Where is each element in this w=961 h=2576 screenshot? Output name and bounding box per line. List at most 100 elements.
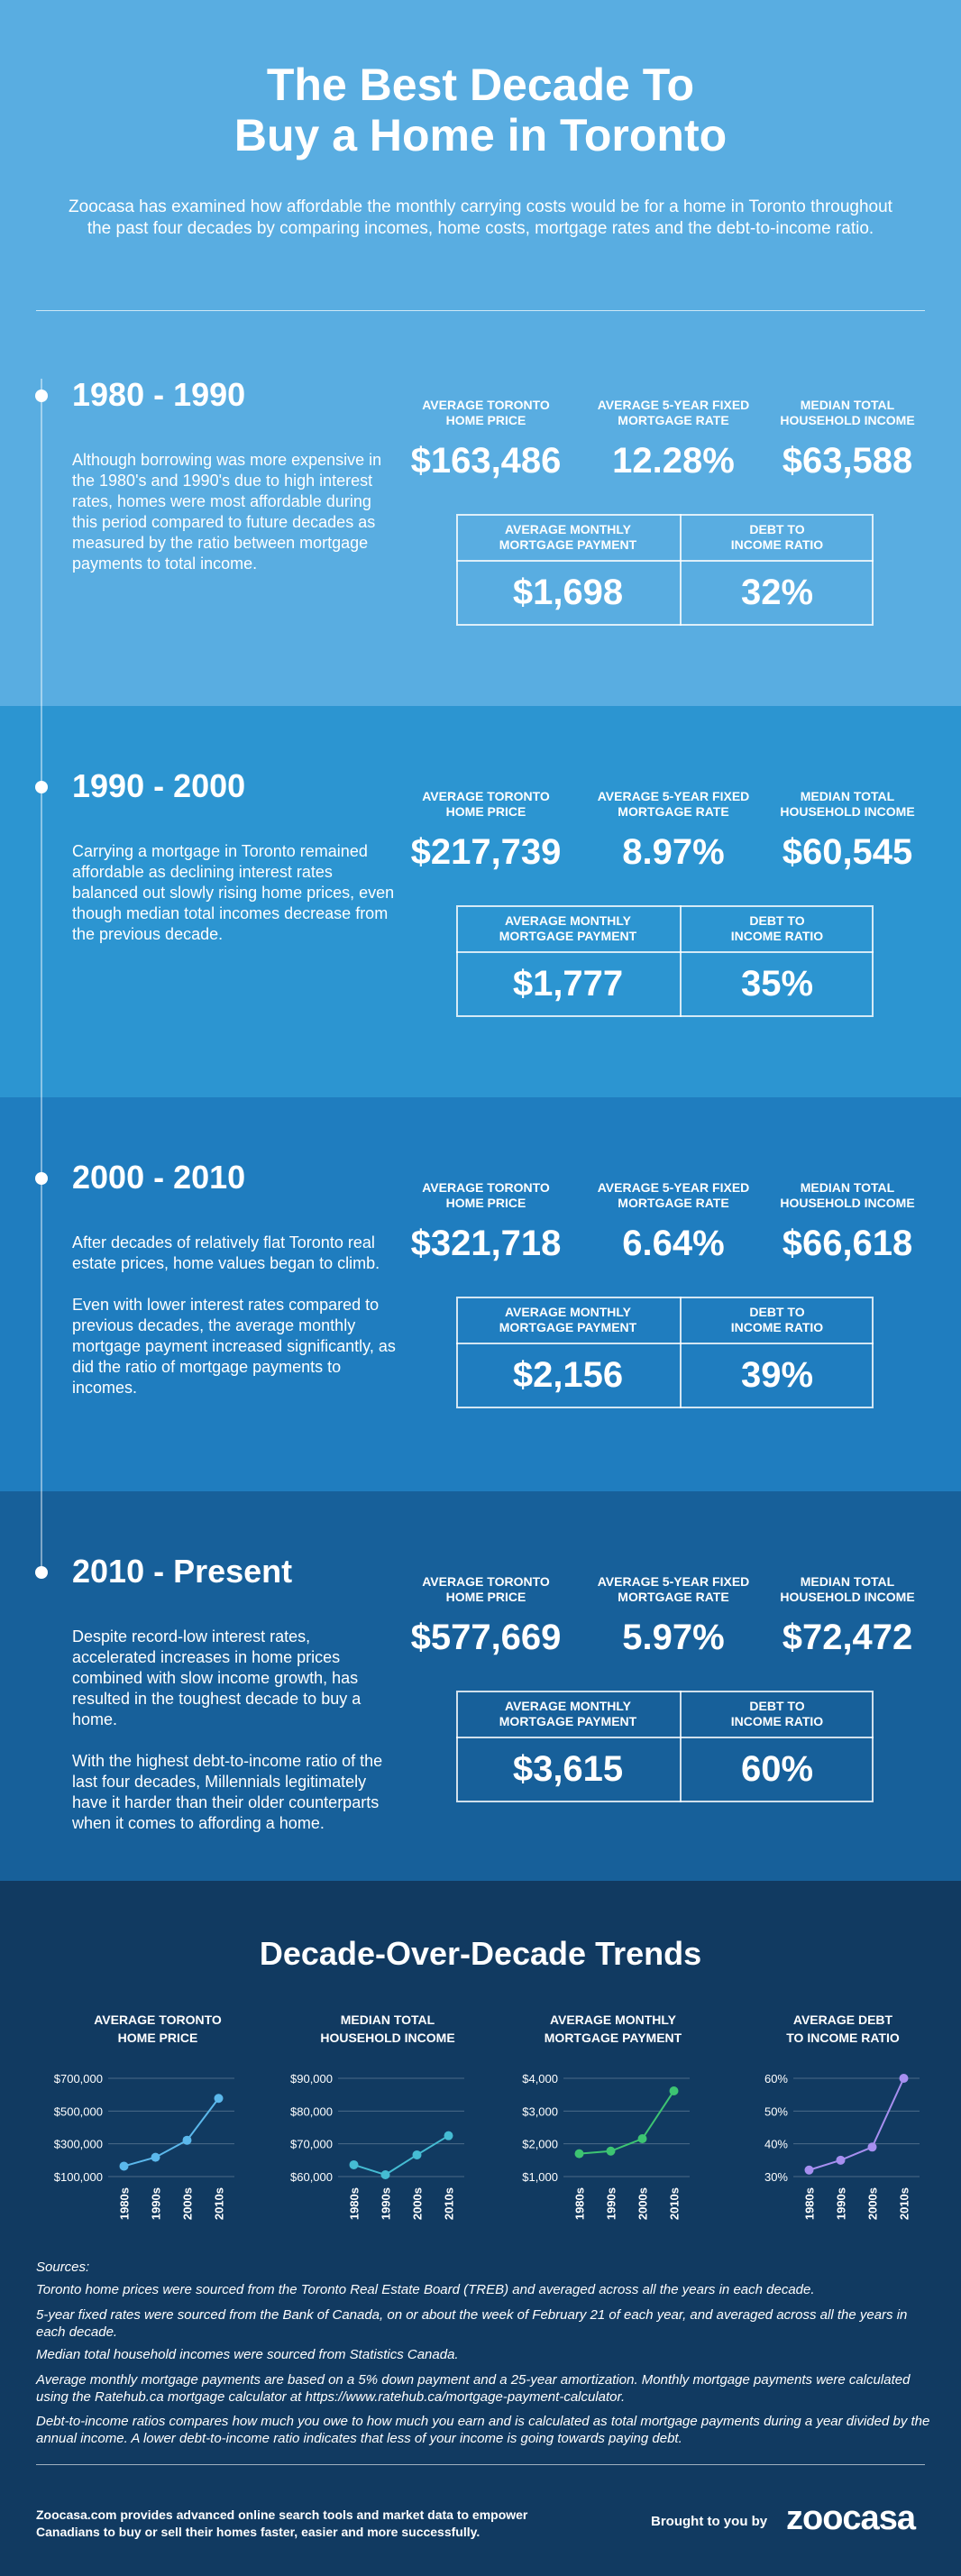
trend-point — [574, 2149, 584, 2159]
source-note: Debt-to-income ratios compares how much … — [36, 2414, 930, 2446]
trend-point — [349, 2159, 359, 2169]
stat-box — [456, 1691, 874, 1802]
stat-value: $321,718 — [410, 1224, 562, 1263]
trend-line — [353, 2134, 450, 2177]
divider — [36, 310, 925, 311]
box-divider — [680, 905, 682, 1017]
stat-label: MEDIAN TOTAL — [800, 398, 895, 412]
box-label: INCOME RATIO — [730, 929, 824, 943]
chart-title: AVERAGE DEBT — [793, 2012, 893, 2027]
trend-point — [867, 2142, 877, 2152]
trend-point — [412, 2150, 422, 2159]
box-value: $1,698 — [512, 573, 624, 612]
stat-value: 8.97% — [622, 832, 725, 872]
trend-point — [380, 2170, 390, 2180]
trend-point — [444, 2131, 453, 2141]
period-paragraph: Carrying a mortgage in Toronto remained … — [72, 842, 395, 943]
y-tick-label: $700,000 — [54, 2072, 103, 2086]
box-label: INCOME RATIO — [730, 537, 824, 552]
box-label: MORTGAGE PAYMENT — [499, 537, 637, 552]
box-label: MORTGAGE PAYMENT — [499, 1320, 637, 1334]
divider — [36, 2464, 925, 2465]
page-title: Buy a Home in Toronto — [233, 110, 728, 160]
section-background — [0, 0, 961, 706]
box-label: DEBT TO — [749, 913, 805, 928]
stat-label: AVERAGE 5-YEAR FIXED — [597, 1574, 750, 1589]
stat-label: HOME PRICE — [445, 804, 526, 819]
box-divider — [680, 1297, 682, 1408]
period-section: 2010 - Present Despite record-low interes… — [0, 1491, 961, 1883]
box-label: AVERAGE MONTHLY — [504, 1699, 631, 1713]
y-tick-label: $100,000 — [54, 2170, 103, 2184]
brand-logo: zoocasa — [786, 2499, 916, 2537]
y-tick-label: $90,000 — [290, 2072, 333, 2086]
timeline-dot — [35, 1172, 48, 1185]
x-tick-label: 2000s — [636, 2187, 650, 2220]
box-label: DEBT TO — [749, 522, 805, 536]
stat-label: MORTGAGE RATE — [618, 1590, 729, 1604]
trend-point — [151, 2152, 160, 2162]
trend-point — [606, 2146, 616, 2156]
period-section: 1980 - 1990 Although borrowing was more e… — [0, 315, 961, 706]
stat-box — [456, 514, 874, 626]
trend-chart: AVERAGE DEBT TO INCOME RATIO 30% 40% 50% 60% 1… — [764, 2012, 920, 2220]
period-heading: 1980 - 1990 — [72, 376, 246, 413]
trend-point — [182, 2135, 192, 2145]
box-value: $1,777 — [512, 964, 624, 1004]
y-tick-label: 60% — [764, 2072, 788, 2086]
x-tick-label: 2000s — [411, 2187, 425, 2220]
intro-text: Zoocasa has examined how affordable the … — [69, 197, 892, 238]
x-tick-label: 1990s — [380, 2187, 393, 2220]
stat-label: MORTGAGE RATE — [618, 804, 729, 819]
box-label: INCOME RATIO — [730, 1714, 824, 1728]
page-title: The Best Decade To — [266, 60, 695, 110]
x-tick-label: 1980s — [118, 2187, 132, 2220]
box-divider — [680, 514, 682, 626]
stat-label: AVERAGE TORONTO — [422, 1180, 550, 1195]
source-note: Median total household incomes were sour… — [36, 2347, 459, 2362]
chart-title: HOME PRICE — [118, 2031, 198, 2045]
period-heading: 1990 - 2000 — [72, 767, 246, 804]
box-label: AVERAGE MONTHLY — [504, 913, 631, 928]
x-tick-label: 1990s — [605, 2187, 618, 2220]
box-label: INCOME RATIO — [730, 1320, 824, 1334]
chart-title: AVERAGE TORONTO — [94, 2012, 222, 2027]
box-label: AVERAGE MONTHLY — [504, 1305, 631, 1319]
y-tick-label: $4,000 — [522, 2072, 558, 2086]
trend-point — [214, 2094, 224, 2104]
stat-value: 5.97% — [622, 1618, 725, 1657]
stat-value: $63,588 — [782, 441, 913, 481]
box-label: MORTGAGE PAYMENT — [499, 929, 637, 943]
box-divider — [680, 1691, 682, 1802]
source-note: Toronto home prices were sourced from th… — [36, 2282, 815, 2297]
y-tick-label: $2,000 — [522, 2138, 558, 2151]
period-text: Despite record-low interest rates, accel… — [72, 1627, 397, 1855]
x-tick-label: 1990s — [150, 2187, 163, 2220]
section-background — [0, 1097, 961, 1491]
x-tick-label: 1980s — [803, 2187, 817, 2220]
stat-label: AVERAGE TORONTO — [422, 789, 550, 803]
box-value: 32% — [740, 573, 814, 612]
stat-box — [456, 1297, 874, 1408]
x-tick-label: 2010s — [898, 2187, 911, 2220]
trend-line — [579, 2090, 675, 2155]
y-tick-label: 50% — [764, 2104, 788, 2118]
trends-title: Decade-Over-Decade Trends — [259, 1935, 702, 1972]
stat-value: $577,669 — [410, 1618, 562, 1657]
footer-text: Zoocasa.com provides advanced online sea… — [36, 2507, 528, 2539]
chart-title: MORTGAGE PAYMENT — [545, 2031, 682, 2045]
trend-point — [637, 2133, 647, 2143]
trend-point — [804, 2165, 814, 2175]
chart-title: HOUSEHOLD INCOME — [320, 2031, 454, 2045]
box-label: MORTGAGE PAYMENT — [499, 1714, 637, 1728]
stat-label: HOUSEHOLD INCOME — [780, 1196, 915, 1210]
stat-label: MEDIAN TOTAL — [800, 1574, 895, 1589]
period-section: 1990 - 2000 Carrying a mortgage in Toront… — [0, 706, 961, 1097]
x-tick-label: 1980s — [573, 2187, 587, 2220]
x-tick-label: 2010s — [443, 2187, 456, 2220]
chart-title: MEDIAN TOTAL — [341, 2012, 435, 2027]
source-note: Average monthly mortgage payments are ba… — [36, 2372, 911, 2405]
box-label: AVERAGE MONTHLY — [504, 522, 631, 536]
box-divider — [456, 1737, 874, 1738]
